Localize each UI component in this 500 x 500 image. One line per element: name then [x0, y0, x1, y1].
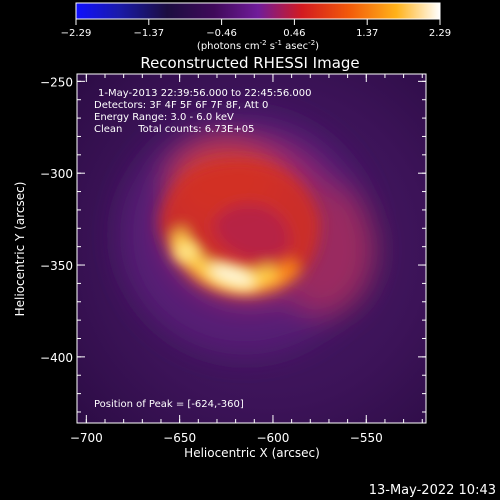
y-tick-label: −250 [40, 75, 73, 89]
annotation-clean-counts: Clean Total counts: 6.73E+05 [94, 124, 254, 135]
colorbar-ticks: −2.29 −1.37 −0.46 0.46 1.37 2.29 [61, 19, 451, 39]
x-tick-label: −550 [350, 431, 383, 445]
x-tick-label: −650 [163, 431, 196, 445]
annotation-detectors: Detectors: 3F 4F 5F 6F 7F 8F, Att 0 [94, 100, 268, 111]
y-tick-label: −300 [40, 167, 73, 181]
y-axis-label: Heliocentric Y (arcsec) [13, 182, 27, 317]
colorbar-tick-label: 2.29 [429, 28, 451, 39]
x-axis: −700 −650 −600 −550 [70, 74, 423, 445]
colorbar-ramp [75, 2, 441, 20]
annotation-time-range: 1-May-2013 22:39:56.000 to 22:45:56.000 [98, 88, 311, 99]
emission-inner-hole [215, 204, 290, 259]
emission-peak-left [174, 243, 198, 261]
colorbar-tick-label: −1.37 [133, 28, 164, 39]
colorbar-tick-label: −2.29 [61, 28, 92, 39]
colorbar-units: (photons cm-2 s-1 asec-2) [197, 39, 319, 52]
colorbar: −2.29 −1.37 −0.46 0.46 1.37 2.29 (photons cm-… [61, 2, 451, 52]
x-axis-label: Heliocentric X (arcsec) [184, 446, 320, 460]
y-tick-label: −400 [40, 351, 73, 365]
peak-position-label: Position of Peak = [-624,-360] [94, 399, 244, 410]
x-tick-label: −600 [256, 431, 289, 445]
x-tick-label: −700 [70, 431, 103, 445]
y-tick-label: −350 [40, 259, 73, 273]
colorbar-tick-label: 0.46 [283, 28, 305, 39]
heatmap-image [77, 74, 426, 423]
footer-date: 13-May-2022 10:43 [369, 483, 496, 498]
annotation-energy-range: Energy Range: 3.0 - 6.0 keV [94, 112, 234, 123]
emission-yellow-arc [172, 226, 280, 288]
colorbar-tick-label: 1.37 [356, 28, 378, 39]
chart-title: Reconstructed RHESSI Image [140, 54, 359, 72]
y-axis: −250 −300 −350 −400 [40, 75, 426, 413]
emission-peak [207, 263, 257, 289]
annotation-block: 1-May-2013 22:39:56.000 to 22:45:56.000 … [94, 88, 311, 135]
colorbar-tick-label: −0.46 [206, 28, 237, 39]
plot-frame [76, 73, 427, 424]
